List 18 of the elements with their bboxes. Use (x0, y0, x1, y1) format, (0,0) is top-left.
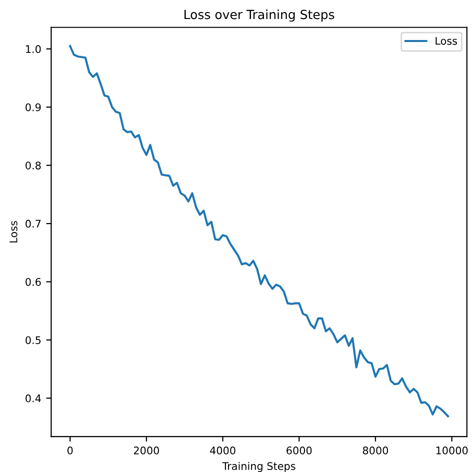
y-tick-label: 0.4 (26, 394, 41, 402)
y-axis-title: Loss (10, 221, 18, 242)
chart-title: Loss over Training Steps (184, 10, 334, 22)
x-tick-label: 10000 (436, 446, 468, 454)
x-tick-label: 8000 (362, 446, 388, 454)
x-tick-label: 0 (67, 446, 73, 454)
line-series (69, 44, 450, 418)
legend-label: Loss (436, 37, 458, 45)
x-tick-label: 6000 (286, 446, 312, 454)
y-tick-label: 1.0 (26, 45, 41, 54)
x-axis-title: Training Steps (222, 462, 296, 472)
y-tick-label: 0.7 (26, 220, 41, 228)
y-tick-label: 0.9 (26, 103, 41, 112)
y-tick-label: 0.8 (26, 162, 41, 170)
y-tick-label: 0.5 (26, 336, 41, 344)
x-tick-label: 4000 (210, 446, 236, 454)
x-tick-label: 2000 (134, 446, 159, 454)
y-tick-label: 0.6 (26, 278, 41, 286)
